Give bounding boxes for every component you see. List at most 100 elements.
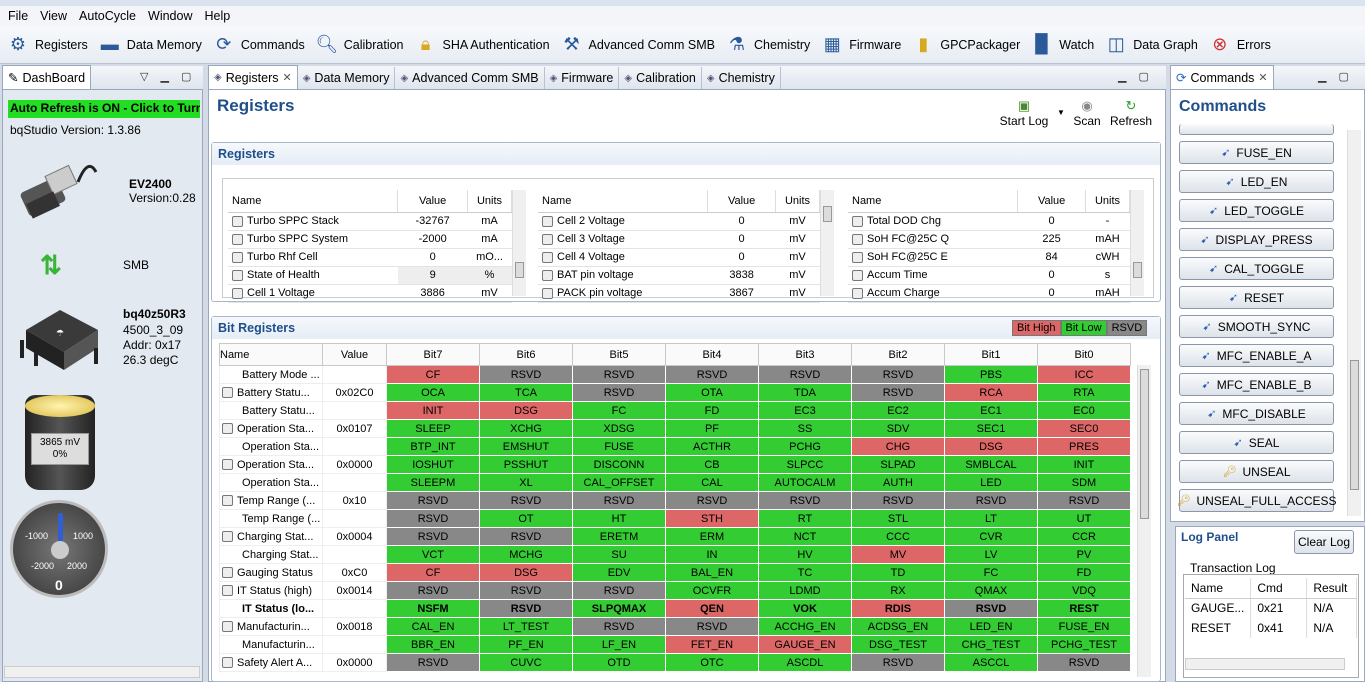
bit-cell[interactable]: MCHG — [479, 545, 573, 564]
log-row[interactable]: GAUGE... 0x21 N/A — [1185, 598, 1358, 618]
bit-cell[interactable]: CAL_OFFSET — [572, 473, 666, 492]
bit-cell[interactable]: ERETM — [572, 527, 666, 546]
bit-cell[interactable]: RSVD — [386, 653, 480, 672]
bit-cell[interactable]: SS — [758, 419, 852, 438]
column-header[interactable]: Units — [1085, 190, 1130, 213]
bit-register-row[interactable]: Temp Range (... RSVD OT HT STH RT STL LT UT — [219, 509, 1131, 528]
bit-cell[interactable]: XL — [479, 473, 573, 492]
command-display-press-button[interactable]: ➹ DISPLAY_PRESS — [1179, 228, 1334, 251]
bit-register-row[interactable]: Operation Sta... BTP_INT EMSHUT FUSE ACTHR PC… — [219, 437, 1131, 456]
bit-cell[interactable]: RCA — [944, 383, 1038, 402]
table-row[interactable]: Cell 4 Voltage 0 mV — [538, 248, 820, 267]
bit-cell[interactable]: GAUGE_EN — [758, 635, 852, 654]
bit-cell[interactable]: OTD — [572, 653, 666, 672]
bit-cell[interactable]: RDIS — [851, 599, 945, 618]
bit-cell[interactable]: FD — [1037, 563, 1131, 582]
bit-cell[interactable]: VDQ — [1037, 581, 1131, 600]
bit-cell[interactable]: OTA — [665, 383, 759, 402]
table-row[interactable]: Turbo Rhf Cell 0 mO... — [228, 248, 512, 267]
bit-cell[interactable]: EC1 — [944, 401, 1038, 420]
bit-cell[interactable]: OCVFR — [665, 581, 759, 600]
toolbar-data-graph-button[interactable]: ◫ Data Graph — [1098, 28, 1202, 62]
close-icon[interactable]: ✕ — [1258, 72, 1268, 84]
bit-column-header[interactable]: Bit1 — [944, 343, 1038, 366]
bit-cell[interactable]: RT — [758, 509, 852, 528]
bit-cell[interactable]: RX — [851, 581, 945, 600]
command-smooth-sync-button[interactable]: ➹ SMOOTH_SYNC — [1179, 315, 1334, 338]
bit-cell[interactable]: RSVD — [851, 365, 945, 384]
auto-refresh-toggle[interactable]: Auto Refresh is ON - Click to Turn — [8, 100, 200, 118]
bit-cell[interactable]: STH — [665, 509, 759, 528]
bit-cell[interactable]: RSVD — [386, 581, 480, 600]
bit-cell[interactable]: SLEEP — [386, 419, 480, 438]
maximize-icon[interactable]: ▢ — [1138, 71, 1149, 83]
bit-cell[interactable]: PCHG_TEST — [1037, 635, 1131, 654]
register-table-1-scrollbar[interactable] — [512, 190, 526, 296]
bit-cell[interactable]: PRES — [1037, 437, 1131, 456]
bit-cell[interactable]: RSVD — [1037, 653, 1131, 672]
bit-cell[interactable]: OTC — [665, 653, 759, 672]
bit-cell[interactable]: HT — [572, 509, 666, 528]
menu-autocycle[interactable]: AutoCycle — [79, 9, 137, 23]
bit-cell[interactable]: BTP_INT — [386, 437, 480, 456]
tab-chemistry[interactable]: ◈ Chemistry — [702, 67, 781, 89]
bit-cell[interactable]: CCC — [851, 527, 945, 546]
minimize-icon[interactable]: ▁ — [1118, 71, 1127, 83]
bit-cell[interactable]: ICC — [1037, 365, 1131, 384]
bit-register-row[interactable]: Safety Alert A... 0x0000 RSVD CUVC OTD OTC ASC… — [219, 653, 1131, 672]
bit-cell[interactable]: SEC1 — [944, 419, 1038, 438]
bit-cell[interactable]: RSVD — [572, 617, 666, 636]
clear-log-button[interactable]: Clear Log — [1294, 530, 1354, 554]
bit-column-header[interactable]: Bit2 — [851, 343, 945, 366]
bit-cell[interactable]: CB — [665, 455, 759, 474]
bit-cell[interactable]: EC0 — [1037, 401, 1131, 420]
bit-cell[interactable]: RSVD — [758, 491, 852, 510]
column-header[interactable]: Name — [848, 190, 1019, 213]
bit-cell[interactable]: LF_EN — [572, 635, 666, 654]
toolbar-commands-button[interactable]: ⟳ Commands — [206, 28, 309, 62]
log-column-header[interactable]: Result — [1306, 578, 1358, 599]
bit-cell[interactable]: PCHG — [758, 437, 852, 456]
bit-register-row[interactable]: Manufacturin... 0x0018 CAL_EN LT_TEST RSVD RS… — [219, 617, 1131, 636]
bit-cell[interactable]: REST — [1037, 599, 1131, 618]
bit-cell[interactable]: LED — [944, 473, 1038, 492]
bit-cell[interactable]: RSVD — [479, 365, 573, 384]
bit-cell[interactable]: TC — [758, 563, 852, 582]
toolbar-chemistry-button[interactable]: ⚗ Chemistry — [719, 28, 814, 62]
bit-cell[interactable]: RSVD — [479, 599, 573, 618]
column-header[interactable]: Value — [707, 190, 777, 213]
toolbar-firmware-button[interactable]: ▦ Firmware — [814, 28, 905, 62]
bit-cell[interactable]: SU — [572, 545, 666, 564]
column-header[interactable]: Name — [538, 190, 709, 213]
bit-cell[interactable]: PBS — [944, 365, 1038, 384]
bit-register-row[interactable]: Battery Mode ... CF RSVD RSVD RSVD RSVD RSVD PB… — [219, 365, 1131, 384]
bit-cell[interactable]: SLPAD — [851, 455, 945, 474]
bit-cell[interactable]: OT — [479, 509, 573, 528]
bit-cell[interactable]: RSVD — [572, 491, 666, 510]
bit-cell[interactable]: DISCONN — [572, 455, 666, 474]
table-row[interactable]: Accum Time 0 s — [848, 266, 1130, 285]
toolbar-errors-button[interactable]: ⊗ Errors — [1202, 28, 1275, 62]
tab-commands[interactable]: ⟳ Commands ✕ — [1170, 65, 1274, 89]
bit-cell[interactable]: RSVD — [386, 509, 480, 528]
bit-cell[interactable]: RSVD — [665, 617, 759, 636]
log-hscrollbar[interactable] — [1185, 658, 1345, 670]
toolbar-registers-button[interactable]: ⚙ Registers — [0, 28, 92, 62]
bit-cell[interactable]: LDMD — [758, 581, 852, 600]
table-row[interactable]: Cell 2 Voltage 0 mV — [538, 212, 820, 231]
bit-cell[interactable]: CF — [386, 563, 480, 582]
bit-cell[interactable]: RSVD — [944, 491, 1038, 510]
command-partial-button[interactable] — [1179, 124, 1334, 135]
command-unseal-button[interactable]: 🔑︎ UNSEAL — [1179, 460, 1334, 483]
bit-cell[interactable]: DSG — [944, 437, 1038, 456]
command-reset-button[interactable]: ➹ RESET — [1179, 286, 1334, 309]
bit-cell[interactable]: SDV — [851, 419, 945, 438]
bit-cell[interactable]: RSVD — [851, 383, 945, 402]
bit-cell[interactable]: RSVD — [851, 653, 945, 672]
command-mfc-enable-b-button[interactable]: ➹ MFC_ENABLE_B — [1179, 373, 1334, 396]
bit-cell[interactable]: HV — [758, 545, 852, 564]
command-fuse-en-button[interactable]: ➹ FUSE_EN — [1179, 141, 1334, 164]
command-led-en-button[interactable]: ➹ LED_EN — [1179, 170, 1334, 193]
bit-cell[interactable]: RSVD — [572, 581, 666, 600]
bit-column-header[interactable]: Bit4 — [665, 343, 759, 366]
